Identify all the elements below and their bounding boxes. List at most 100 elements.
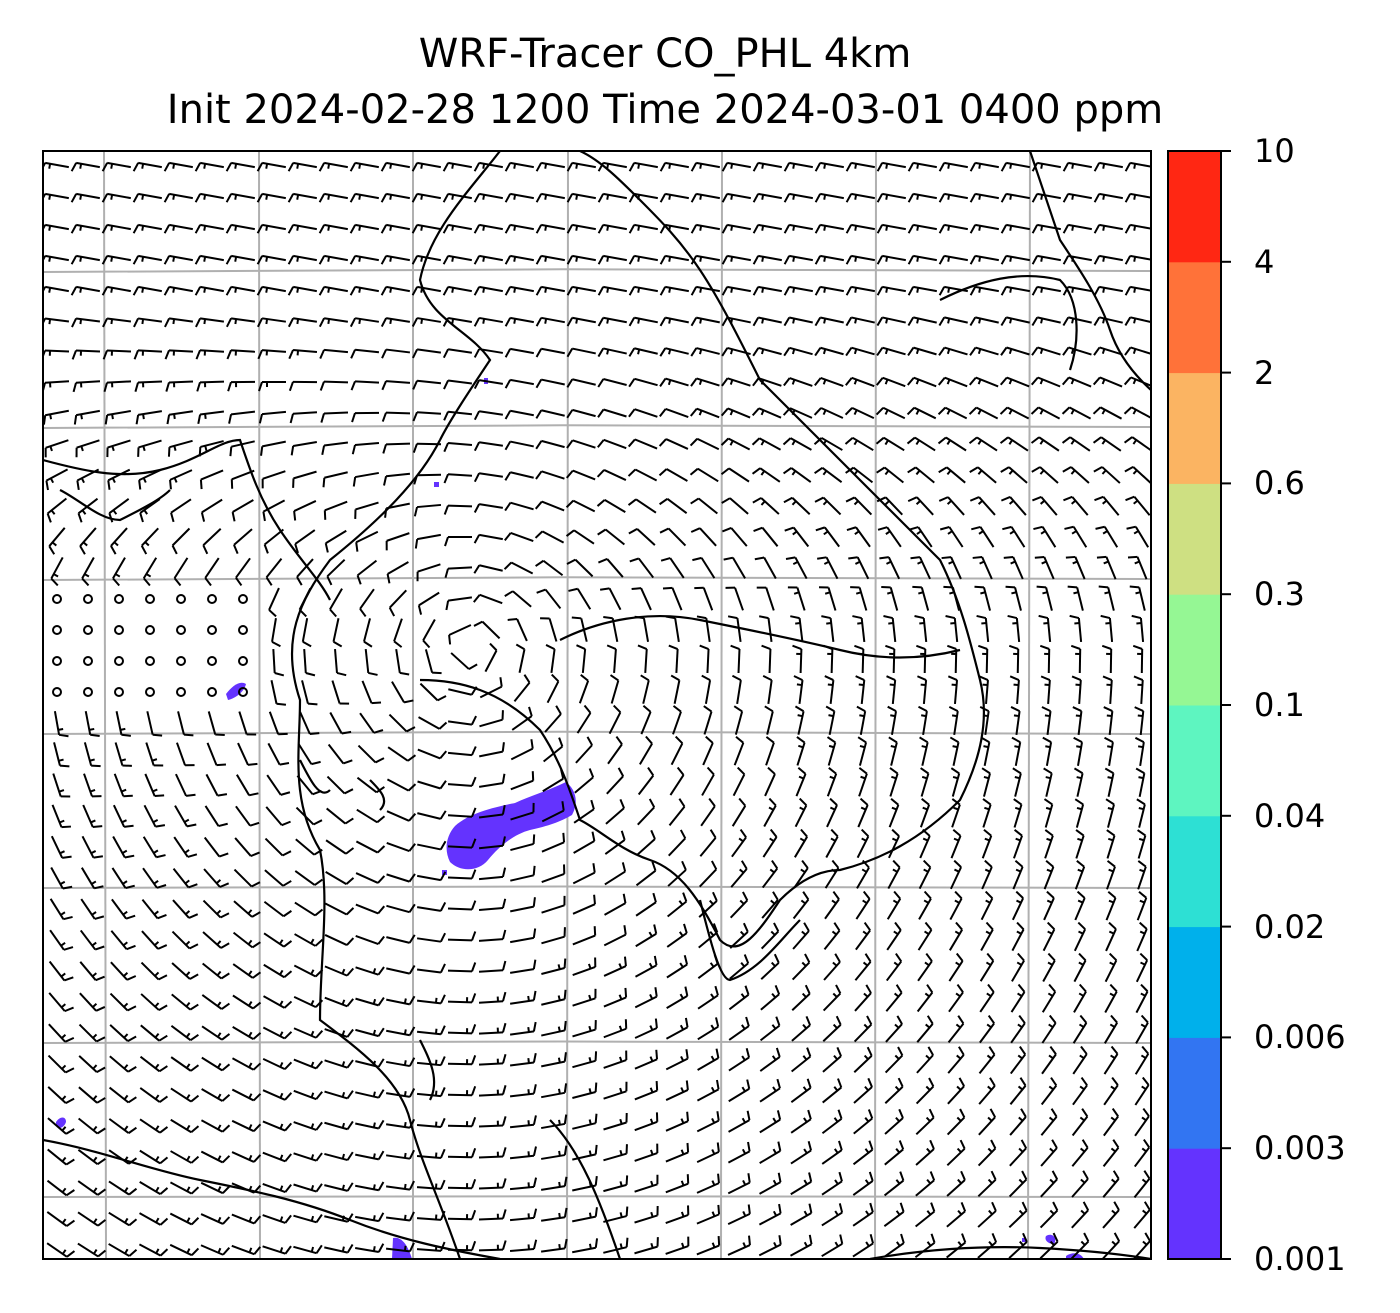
wind-barb: [1076, 890, 1086, 899]
wind-barb: [253, 1123, 262, 1132]
wind-barb: [65, 1128, 75, 1135]
wind-barb: [761, 194, 765, 200]
wind-barb: [853, 439, 858, 446]
wind-barb: [561, 801, 565, 811]
wind-barb: [121, 733, 131, 737]
wind-barb: [1072, 1022, 1088, 1044]
wind-barb: [1113, 1201, 1120, 1211]
wind-barb: [282, 880, 292, 887]
wind-barb: [721, 377, 729, 387]
wind-barb: [1133, 225, 1137, 231]
wind-barb: [123, 1033, 129, 1039]
wind-barb: [388, 589, 408, 609]
wind-barb: [310, 1030, 315, 1037]
wind-barb: [893, 992, 900, 998]
wind-barb: [649, 1118, 654, 1124]
wind-barb: [355, 840, 379, 854]
wind-barb: [48, 256, 52, 262]
wind-barb: [377, 997, 385, 1006]
wind-barb: [232, 1026, 254, 1040]
wind-barb: [535, 409, 543, 419]
wind-barb: [746, 1110, 751, 1121]
wind-barb: [473, 503, 481, 513]
wind-barb: [1047, 952, 1056, 962]
wind-barb: [380, 224, 388, 234]
wind-barb: [859, 744, 866, 749]
wind-barb: [1070, 348, 1075, 354]
wind-barb: [386, 778, 410, 792]
wind-barb: [893, 890, 902, 900]
wind-barb: [588, 994, 592, 1001]
wind-barb: [112, 509, 118, 515]
wind-barb: [772, 1117, 777, 1123]
wind-barb: [733, 742, 745, 766]
wind-barb: [412, 411, 418, 422]
wind-barb: [158, 1034, 168, 1042]
wind-barb: [1106, 714, 1112, 718]
wind-barb: [82, 804, 94, 828]
wind-barb: [70, 193, 78, 203]
wind-barb: [221, 1033, 231, 1041]
wind-barb: [422, 619, 436, 641]
wind-barb: [923, 890, 932, 900]
wind-barb: [447, 907, 473, 911]
wind-barb: [1131, 614, 1142, 620]
wind-barb: [659, 347, 667, 357]
wind-barb: [669, 557, 685, 579]
wind-barb: [61, 1095, 67, 1101]
wind-barb: [588, 1243, 592, 1249]
wind-barb: [220, 972, 230, 980]
wind-barb: [984, 859, 993, 868]
wind-barb: [1061, 406, 1071, 415]
wind-barb: [597, 255, 605, 265]
wind-barb: [776, 1110, 782, 1120]
wind-barb: [1000, 496, 1011, 502]
wind-barb: [264, 528, 284, 546]
wind-barb: [1008, 644, 1019, 650]
wind-barb: [826, 622, 832, 625]
wind-barb: [235, 805, 251, 827]
wind-barb: [324, 996, 348, 1008]
wind-barb: [541, 841, 565, 853]
wind-barb: [960, 1170, 966, 1181]
wind-barb: [637, 806, 655, 826]
wind-barb: [563, 1114, 568, 1125]
wind-barb: [199, 380, 225, 384]
wind-barb: [1130, 346, 1151, 355]
wind-barb: [541, 935, 565, 945]
wind-barb: [895, 1179, 901, 1185]
wind-barb: [256, 317, 264, 328]
wind-barb: [248, 792, 259, 797]
wind-barb: [588, 1025, 592, 1032]
wind-barb: [838, 1203, 844, 1213]
wind-barb: [1017, 983, 1026, 993]
wind-barb: [715, 1079, 720, 1090]
wind-barb: [566, 439, 574, 449]
wind-barb: [403, 1152, 407, 1159]
wind-barb: [447, 566, 473, 570]
wind-barb: [857, 622, 863, 625]
wind-barb: [581, 648, 587, 674]
wind-barb: [1000, 286, 1008, 296]
wind-barb: [1040, 675, 1051, 681]
wind-barb: [385, 380, 411, 384]
wind-barb: [478, 969, 504, 973]
wind-barb: [575, 287, 579, 293]
wind-barb: [674, 617, 680, 643]
wind-barb: [856, 556, 870, 580]
wind-barb: [386, 573, 391, 584]
wind-barb: [403, 1183, 407, 1190]
wind-barb: [603, 408, 627, 418]
wind-barb: [411, 255, 419, 265]
wind-barb: [1139, 921, 1148, 930]
wind-barb: [221, 1002, 230, 1010]
wind-barb: [315, 1244, 323, 1254]
wind-barb: [443, 380, 449, 390]
wind-barb: [471, 776, 477, 787]
wind-barb: [806, 1078, 812, 1089]
wind-barb: [385, 411, 411, 415]
wind-barb: [711, 1149, 716, 1155]
wind-barb: [216, 1001, 222, 1007]
wind-barb: [478, 1124, 504, 1128]
wind-barb: [1132, 378, 1137, 385]
